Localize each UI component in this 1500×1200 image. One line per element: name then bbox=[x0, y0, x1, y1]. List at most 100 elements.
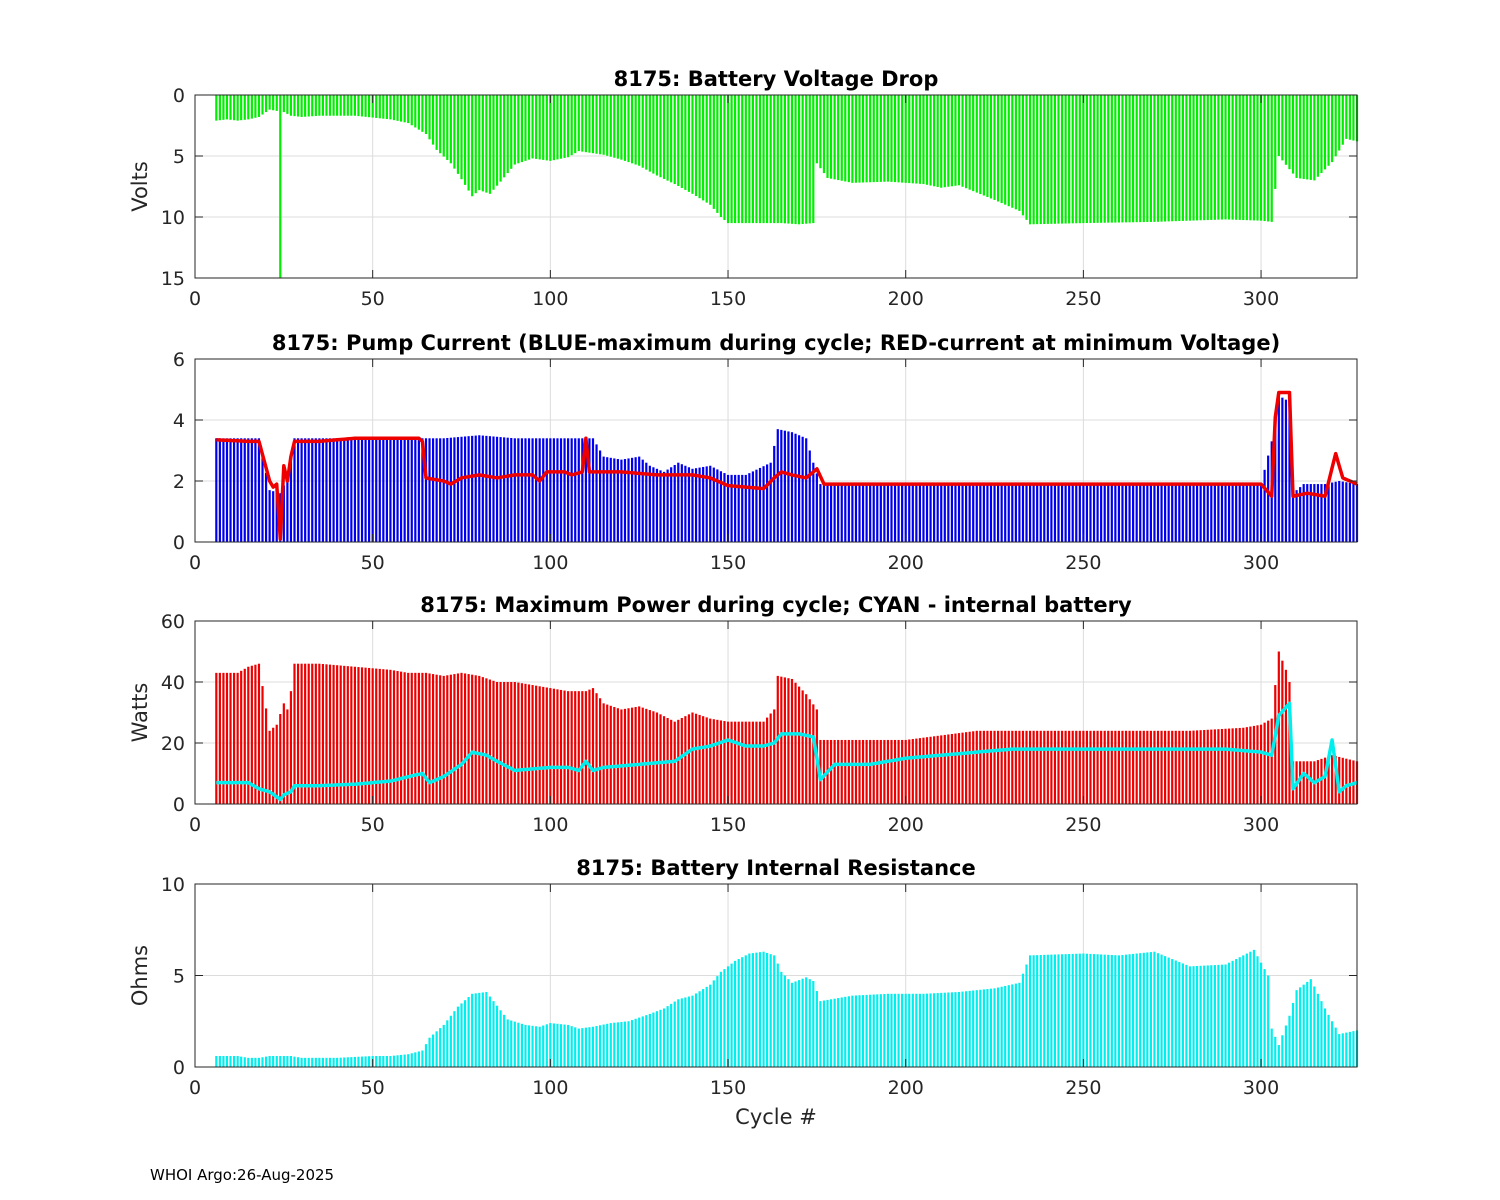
bar bbox=[837, 998, 840, 1067]
bar bbox=[1146, 730, 1149, 804]
bar bbox=[1217, 729, 1220, 804]
bar bbox=[1259, 962, 1263, 1067]
bar bbox=[1174, 960, 1177, 1067]
bar bbox=[766, 95, 769, 224]
bar bbox=[1224, 964, 1227, 1067]
bar bbox=[1263, 722, 1266, 804]
bar bbox=[474, 95, 477, 194]
bar bbox=[748, 721, 751, 804]
bar bbox=[989, 95, 993, 199]
x-axis-label: Cycle # bbox=[735, 1105, 817, 1129]
bar bbox=[311, 1057, 314, 1067]
bar bbox=[730, 721, 733, 804]
bar bbox=[567, 95, 570, 158]
bar bbox=[638, 706, 641, 804]
bar bbox=[751, 721, 754, 804]
bar bbox=[325, 664, 328, 804]
bar bbox=[357, 1056, 360, 1067]
bar bbox=[570, 95, 573, 156]
y-tick-label: 6 bbox=[173, 349, 185, 371]
bar bbox=[275, 1056, 278, 1067]
bar bbox=[766, 717, 769, 804]
bar bbox=[1011, 95, 1014, 208]
bar bbox=[762, 95, 765, 224]
bar bbox=[648, 465, 651, 542]
bar bbox=[915, 993, 918, 1067]
bar bbox=[1167, 484, 1170, 542]
bar bbox=[471, 435, 474, 542]
bar bbox=[417, 95, 420, 130]
bar bbox=[680, 464, 683, 542]
bar bbox=[961, 732, 964, 804]
bar bbox=[1135, 730, 1138, 804]
bar bbox=[744, 474, 747, 542]
bar bbox=[780, 676, 783, 804]
bar bbox=[293, 1056, 296, 1067]
bar bbox=[563, 1024, 566, 1067]
bar bbox=[343, 438, 346, 542]
bar bbox=[876, 484, 879, 542]
bar bbox=[1053, 954, 1057, 1067]
bar bbox=[414, 1052, 417, 1067]
bar bbox=[268, 490, 271, 542]
bar bbox=[524, 438, 527, 542]
bar bbox=[1028, 730, 1032, 804]
bar bbox=[677, 95, 680, 187]
bar bbox=[815, 95, 818, 164]
bar bbox=[1341, 1033, 1344, 1067]
bar bbox=[524, 95, 527, 161]
bar bbox=[595, 693, 598, 804]
bar bbox=[1181, 963, 1184, 1067]
bar bbox=[652, 467, 655, 542]
bar bbox=[805, 977, 808, 1067]
bar bbox=[332, 95, 335, 116]
bar bbox=[723, 721, 726, 804]
bar bbox=[886, 484, 890, 542]
bar bbox=[897, 484, 900, 542]
bar bbox=[709, 718, 712, 804]
bar bbox=[1075, 95, 1078, 224]
bar bbox=[641, 95, 644, 168]
bar bbox=[840, 997, 843, 1067]
bar bbox=[989, 988, 993, 1067]
bar bbox=[1149, 484, 1152, 542]
bar bbox=[929, 95, 932, 186]
y-axis-label: Ohms bbox=[128, 945, 152, 1006]
bar bbox=[485, 991, 488, 1067]
bar bbox=[229, 672, 232, 804]
bar bbox=[1014, 484, 1017, 542]
bar bbox=[755, 95, 758, 224]
bar bbox=[1071, 730, 1074, 804]
bar bbox=[1160, 484, 1163, 542]
bar bbox=[829, 95, 833, 179]
y-tick-label: 0 bbox=[173, 532, 185, 554]
bar bbox=[1259, 484, 1263, 542]
bar bbox=[986, 730, 989, 804]
bar bbox=[805, 694, 808, 804]
bar bbox=[460, 1003, 463, 1067]
bar bbox=[602, 456, 605, 542]
bar bbox=[215, 672, 218, 804]
bar bbox=[232, 438, 236, 542]
bar bbox=[1018, 95, 1021, 211]
bar bbox=[1110, 484, 1113, 542]
bar bbox=[893, 739, 897, 804]
bar bbox=[1178, 95, 1181, 222]
bar bbox=[606, 1023, 609, 1067]
bar bbox=[1267, 455, 1270, 542]
bar bbox=[1100, 484, 1103, 542]
bar bbox=[755, 469, 758, 542]
bar bbox=[382, 669, 385, 804]
bar bbox=[773, 445, 776, 542]
bar bbox=[1284, 669, 1288, 804]
bar bbox=[865, 484, 868, 542]
bar bbox=[382, 438, 385, 542]
bar bbox=[872, 739, 875, 804]
bar bbox=[1028, 955, 1032, 1067]
bar bbox=[1306, 95, 1309, 180]
bar bbox=[588, 438, 591, 542]
bar bbox=[467, 997, 470, 1067]
bar bbox=[232, 672, 236, 804]
bar bbox=[1185, 484, 1188, 542]
bar bbox=[336, 665, 339, 804]
